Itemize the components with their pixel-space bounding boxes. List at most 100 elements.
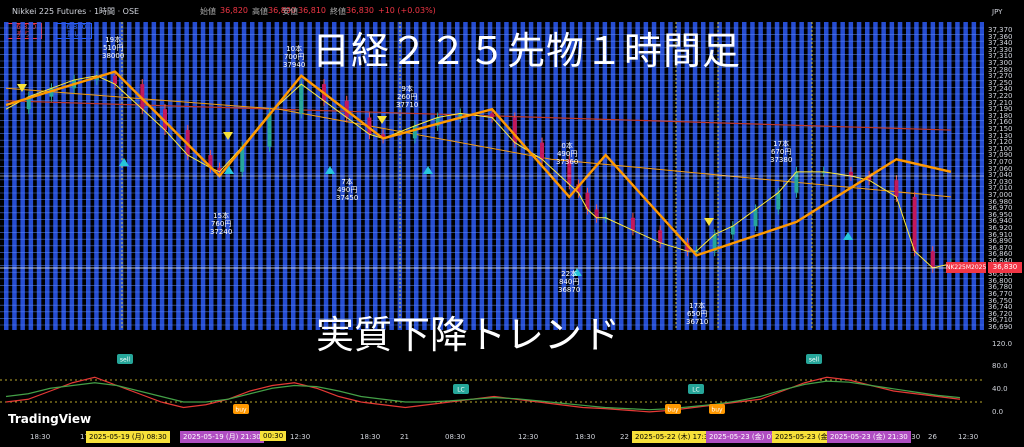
price-tick: 36,780 [988, 283, 1013, 292]
change-value: +10 (+0.03%) [378, 6, 436, 15]
buy-signal-marker [843, 232, 853, 240]
price-tick: 37,360 [988, 32, 1013, 41]
swing-annotation: 9本 260円 37710 [396, 85, 419, 109]
osc-buy-tag-label: buy [667, 407, 679, 414]
price-tick: 36,910 [988, 230, 1013, 239]
price-tick: 37,160 [988, 118, 1013, 127]
osc-sell-tag-label: sell [809, 357, 819, 364]
price-tick: 36,980 [988, 197, 1013, 206]
headline-bottom: 実質下降トレンド [316, 313, 621, 357]
candle-body [208, 155, 213, 168]
swing-annotation: 17本 670円 37380 [770, 140, 793, 164]
candle-body [412, 125, 417, 139]
candle-body [240, 146, 245, 172]
oscillator-panel[interactable]: sell sell buy buy buy LC LC [0, 352, 984, 430]
zigzag-line [5, 70, 952, 257]
osc-sell-tag: sell [806, 354, 822, 364]
price-tick: 37,210 [988, 98, 1013, 107]
price-axis[interactable]: 37,370 37,360 37,340 37,330 37,310 37,300 37,2… [984, 22, 1024, 331]
candle-body [794, 171, 799, 193]
price-tick: 36,810 [988, 270, 1013, 279]
swing-annotation: 10本 700円 37940 [283, 45, 306, 69]
candle-body [458, 113, 463, 118]
candle-body [267, 113, 272, 147]
price-tick: 37,310 [988, 52, 1013, 61]
price-tick: 37,040 [988, 171, 1013, 180]
price-tick: 37,370 [988, 26, 1013, 34]
price-tick: 36,950 [988, 210, 1013, 219]
candle-body [490, 113, 495, 118]
swing-annotation: 19本 510円 38000 [102, 36, 125, 60]
price-tick: 37,030 [988, 177, 1013, 186]
osc-lc-tag: LC [453, 384, 469, 394]
price-tick: 37,340 [988, 39, 1013, 48]
candle-body [712, 234, 717, 252]
osc-tick-0: 0.0 [992, 408, 1004, 416]
swing-annotation: 7本 490円 37450 [336, 178, 359, 202]
price-tick: 37,270 [988, 72, 1013, 81]
candle-body [217, 167, 222, 172]
headline-top: 日経２２５先物１時間足 [312, 29, 742, 73]
osc-sell-tag: sell [117, 354, 133, 364]
osc-buy-tag-bg [233, 404, 249, 414]
price-tick: 37,220 [988, 92, 1013, 100]
time-tick: 21 [400, 433, 409, 441]
price-tick: 37,130 [988, 131, 1013, 140]
close-value: 36,830 [346, 6, 374, 15]
price-tick: 37,060 [988, 164, 1013, 173]
candle-body [576, 184, 581, 193]
osc-sell-tag-bg [806, 354, 822, 364]
symbol-header: Nikkei 225 Futures · 1時間 · OSE 始値 36,820… [0, 0, 1024, 22]
high-value: 36,890 [268, 6, 296, 15]
currency-label[interactable]: JPY [992, 8, 1003, 16]
price-chart[interactable] [0, 22, 984, 330]
sell-signal-marker [17, 84, 27, 92]
low-label: 安値 [282, 7, 298, 16]
price-tick: 37,090 [988, 151, 1013, 160]
symbol-title[interactable]: Nikkei 225 Futures · 1時間 · OSE [12, 7, 140, 16]
tradingview-logo[interactable]: TradingView [8, 412, 92, 426]
osc-lc-tag: LC [688, 384, 704, 394]
osc-lc-tag-label: LC [457, 387, 465, 394]
price-tick: 36,720 [988, 309, 1013, 318]
price-line [5, 75, 952, 269]
time-tick: 12:30 [958, 433, 979, 441]
candle-body [867, 176, 872, 181]
price-tick: 36,740 [988, 303, 1013, 312]
candle-body [435, 117, 440, 126]
osc-sell-tag-label: sell [120, 357, 130, 364]
time-axis[interactable]: 18:30171912:3018:302108:3012:3018:302208… [0, 430, 1024, 447]
candle-body [753, 209, 758, 227]
time-highlight: 2025-05-23 (金) 21:30 [827, 431, 911, 443]
close-label: 終値 [330, 7, 346, 16]
osc-buy-tag-label: buy [235, 407, 247, 414]
price-tick: 36,750 [988, 296, 1013, 305]
price-tick: 37,190 [988, 105, 1013, 114]
candle-body [912, 196, 917, 252]
time-tick: 18:30 [360, 433, 381, 441]
swing-annotation: 15本 760円 37240 [210, 212, 233, 236]
osc-sell-tag-bg [117, 354, 133, 364]
swing-annotation: 0本 490円 37360 [556, 142, 579, 166]
time-highlight: 2025-05-23 (金) [772, 431, 834, 443]
price-tick: 36,710 [988, 316, 1013, 325]
osc-buy-tag: buy [665, 404, 681, 414]
price-tick: 37,330 [988, 45, 1013, 54]
candle-body [594, 209, 599, 218]
price-tick: 37,100 [988, 144, 1013, 153]
candle-body [658, 230, 663, 243]
open-label: 始値 [200, 7, 216, 16]
osc-green-line [5, 380, 961, 411]
price-tick: 37,000 [988, 191, 1013, 199]
time-tick: 17 [80, 433, 89, 441]
candle-body [113, 75, 118, 85]
osc-lc-tag-bg [453, 384, 469, 394]
osc-buy-tag-bg [709, 404, 725, 414]
swing-annotation: 17本 650円 36710 [686, 302, 709, 326]
price-tick: 36,770 [988, 290, 1013, 298]
candle-body [567, 159, 572, 185]
price-tick: 37,250 [988, 78, 1013, 87]
candle-body [512, 117, 517, 143]
osc-buy-tag: buy [709, 404, 725, 414]
